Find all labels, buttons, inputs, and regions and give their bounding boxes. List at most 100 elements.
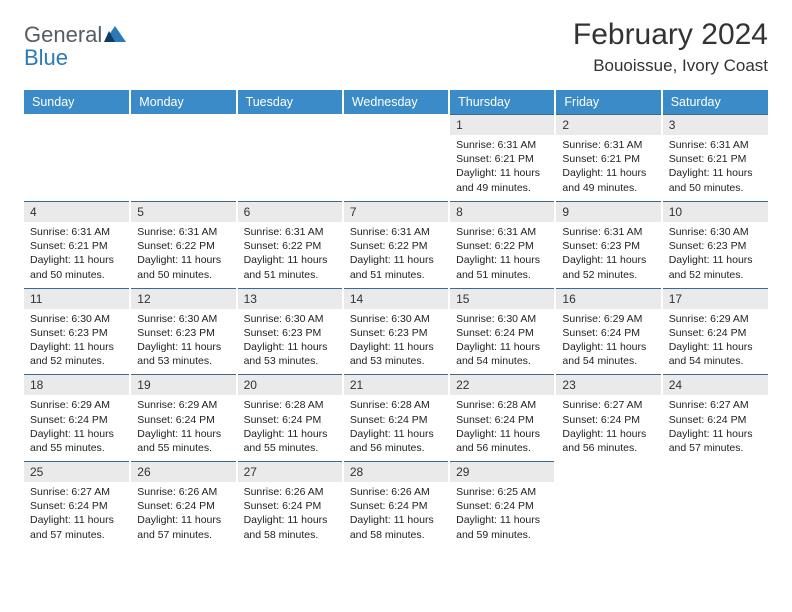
day-number: 29 [450,461,554,482]
day-number: 12 [131,288,235,309]
calendar-day-cell: 1Sunrise: 6:31 AMSunset: 6:21 PMDaylight… [449,114,555,200]
calendar-day-cell: 4Sunrise: 6:31 AMSunset: 6:21 PMDaylight… [24,200,130,287]
day-number: 5 [131,201,235,222]
calendar-week-row: 11Sunrise: 6:30 AMSunset: 6:23 PMDayligh… [24,287,768,374]
day-info: Sunrise: 6:30 AMSunset: 6:23 PMDaylight:… [238,309,342,373]
calendar-day-cell: 23Sunrise: 6:27 AMSunset: 6:24 PMDayligh… [555,373,661,460]
daylight-text: Daylight: 11 hours and 55 minutes. [137,427,229,455]
day-info: Sunrise: 6:30 AMSunset: 6:23 PMDaylight:… [663,222,768,286]
daylight-text: Daylight: 11 hours and 59 minutes. [456,513,548,541]
day-info: Sunrise: 6:27 AMSunset: 6:24 PMDaylight:… [663,395,768,459]
sunset-text: Sunset: 6:24 PM [350,413,442,427]
weekday-header: Thursday [449,90,555,114]
day-info: Sunrise: 6:26 AMSunset: 6:24 PMDaylight:… [344,482,448,546]
daylight-text: Daylight: 11 hours and 50 minutes. [669,166,762,194]
daylight-text: Daylight: 11 hours and 52 minutes. [669,253,762,281]
logo-triangle-icon [104,26,126,47]
sunrise-text: Sunrise: 6:31 AM [562,225,654,239]
daylight-text: Daylight: 11 hours and 52 minutes. [562,253,654,281]
day-number: 11 [24,288,129,309]
day-info: Sunrise: 6:31 AMSunset: 6:21 PMDaylight:… [24,222,129,286]
sunrise-text: Sunrise: 6:27 AM [562,398,654,412]
day-info: Sunrise: 6:31 AMSunset: 6:22 PMDaylight:… [450,222,554,286]
day-number: 27 [238,461,342,482]
sunset-text: Sunset: 6:22 PM [350,239,442,253]
calendar-day-cell: 27 Sunrise: 6:26 AMSunset: 6:24 PMDayligh… [237,460,343,547]
sunset-text: Sunset: 6:23 PM [137,326,229,340]
day-info: Sunrise: 6:31 AMSunset: 6:21 PMDaylight:… [450,135,554,199]
logo: General Blue [24,18,126,70]
calendar-day-cell: 5Sunrise: 6:31 AMSunset: 6:22 PMDaylight… [130,200,236,287]
day-number: 24 [663,374,768,395]
calendar-day-cell: 18Sunrise: 6:29 AMSunset: 6:24 PMDayligh… [24,373,130,460]
sunset-text: Sunset: 6:24 PM [137,499,229,513]
sunrise-text: Sunrise: 6:31 AM [456,138,548,152]
day-number: 2 [556,114,660,135]
day-number: 26 [131,461,235,482]
calendar-day-cell: 26Sunrise: 6:26 AMSunset: 6:24 PMDayligh… [130,460,236,547]
calendar-day-cell: 15Sunrise: 6:30 AMSunset: 6:24 PMDayligh… [449,287,555,374]
sunrise-text: Sunrise: 6:30 AM [137,312,229,326]
day-info: Sunrise: 6:29 AMSunset: 6:24 PMDaylight:… [556,309,660,373]
sunrise-text: Sunrise: 6:31 AM [669,138,762,152]
calendar-day-cell: 24Sunrise: 6:27 AMSunset: 6:24 PMDayligh… [662,373,768,460]
daylight-text: Daylight: 11 hours and 58 minutes. [244,513,336,541]
sunrise-text: Sunrise: 6:29 AM [137,398,229,412]
sunrise-text: Sunrise: 6:29 AM [562,312,654,326]
header: General Blue February 2024 Bouoissue, Iv… [24,18,768,76]
day-info: Sunrise: 6:30 AMSunset: 6:23 PMDaylight:… [24,309,129,373]
day-info: Sunrise: 6:29 AMSunset: 6:24 PMDaylight:… [131,395,235,459]
sunset-text: Sunset: 6:23 PM [669,239,762,253]
logo-text-general: General [24,22,102,47]
month-title: February 2024 [573,18,768,52]
sunset-text: Sunset: 6:24 PM [244,499,336,513]
sunset-text: Sunset: 6:21 PM [669,152,762,166]
day-info: Sunrise: 6:28 AMSunset: 6:24 PMDaylight:… [344,395,448,459]
daylight-text: Daylight: 11 hours and 58 minutes. [350,513,442,541]
daylight-text: Daylight: 11 hours and 51 minutes. [244,253,336,281]
calendar-day-cell: 16Sunrise: 6:29 AMSunset: 6:24 PMDayligh… [555,287,661,374]
calendar-week-row: 1Sunrise: 6:31 AMSunset: 6:21 PMDaylight… [24,114,768,200]
sunset-text: Sunset: 6:24 PM [137,413,229,427]
day-number: 6 [238,201,342,222]
sunset-text: Sunset: 6:22 PM [456,239,548,253]
daylight-text: Daylight: 11 hours and 53 minutes. [350,340,442,368]
calendar-day-cell: 12 Sunrise: 6:30 AMSunset: 6:23 PMDayligh… [130,287,236,374]
calendar-day-cell: 14Sunrise: 6:30 AMSunset: 6:23 PMDayligh… [343,287,449,374]
calendar-day-cell: 21Sunrise: 6:28 AMSunset: 6:24 PMDayligh… [343,373,449,460]
day-number: 7 [344,201,448,222]
sunset-text: Sunset: 6:23 PM [30,326,123,340]
weekday-header: Wednesday [343,90,449,114]
daylight-text: Daylight: 11 hours and 55 minutes. [30,427,123,455]
sunrise-text: Sunrise: 6:25 AM [456,485,548,499]
daylight-text: Daylight: 11 hours and 53 minutes. [137,340,229,368]
day-number: 13 [238,288,342,309]
day-info: Sunrise: 6:29 AMSunset: 6:24 PMDaylight:… [663,309,768,373]
calendar-day-cell: 28Sunrise: 6:26 AMSunset: 6:24 PMDayligh… [343,460,449,547]
calendar-empty-cell [662,460,768,547]
daylight-text: Daylight: 11 hours and 54 minutes. [562,340,654,368]
sunrise-text: Sunrise: 6:26 AM [350,485,442,499]
sunset-text: Sunset: 6:23 PM [562,239,654,253]
sunset-text: Sunset: 6:24 PM [244,413,336,427]
daylight-text: Daylight: 11 hours and 52 minutes. [30,340,123,368]
location-label: Bouoissue, Ivory Coast [573,56,768,76]
calendar-day-cell: 13Sunrise: 6:30 AMSunset: 6:23 PMDayligh… [237,287,343,374]
calendar-day-cell: 22Sunrise: 6:28 AMSunset: 6:24 PMDayligh… [449,373,555,460]
day-number: 21 [344,374,448,395]
calendar-empty-cell [24,114,130,200]
calendar-day-cell: 17Sunrise: 6:29 AMSunset: 6:24 PMDayligh… [662,287,768,374]
day-number: 9 [556,201,660,222]
daylight-text: Daylight: 11 hours and 51 minutes. [456,253,548,281]
sunrise-text: Sunrise: 6:31 AM [30,225,123,239]
calendar-day-cell: 8Sunrise: 6:31 AMSunset: 6:22 PMDaylight… [449,200,555,287]
sunrise-text: Sunrise: 6:28 AM [456,398,548,412]
sunrise-text: Sunrise: 6:30 AM [244,312,336,326]
day-number: 16 [556,288,660,309]
sunrise-text: Sunrise: 6:26 AM [244,485,336,499]
day-number: 1 [450,114,554,135]
day-info: Sunrise: 6:30 AMSunset: 6:24 PMDaylight:… [450,309,554,373]
sunrise-text: Sunrise: 6:27 AM [669,398,762,412]
sunset-text: Sunset: 6:22 PM [137,239,229,253]
sunrise-text: Sunrise: 6:29 AM [30,398,123,412]
